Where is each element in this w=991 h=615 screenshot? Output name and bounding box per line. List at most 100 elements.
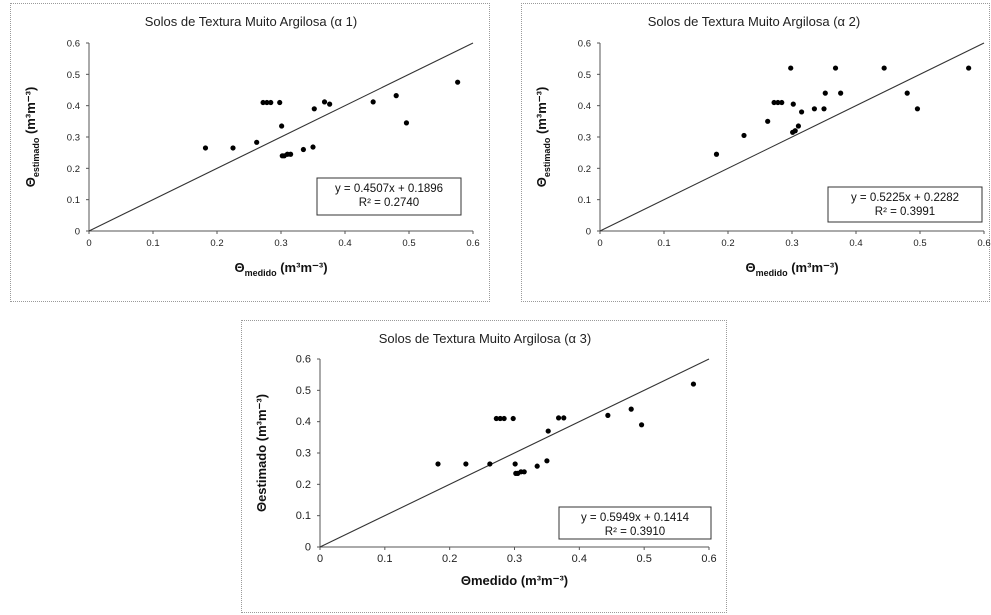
y-tick-label: 0.4 (296, 416, 311, 428)
y-axis-title: Θestimado (m³m⁻³) (23, 87, 41, 188)
x-tick-label: 0.4 (572, 553, 587, 565)
x-tick-label: 0.6 (466, 238, 479, 249)
data-point (279, 123, 285, 129)
r-squared-label: R² = 0.3991 (875, 206, 935, 218)
data-point (799, 109, 805, 115)
data-point (713, 151, 720, 157)
chart-panel-alpha-3: Solos de Textura Muito Argilosa (α 3) 0 0.… (241, 320, 727, 613)
data-point (881, 65, 887, 71)
y-tick-label: 0.4 (67, 101, 80, 112)
data-point (690, 381, 697, 387)
data-point (277, 99, 283, 106)
one-to-one-line (88, 42, 474, 232)
data-point (795, 123, 801, 129)
y-tick-label: 0.4 (578, 101, 591, 112)
scatter-chart-alpha-1: Solos de Textura Muito Argilosa (α 1) 0 0.… (23, 14, 480, 278)
y-tick-label: 0.2 (578, 164, 591, 175)
data-point (310, 144, 316, 150)
x-tick-label: 0.5 (637, 553, 652, 565)
r-squared-label: R² = 0.2740 (359, 197, 419, 209)
data-point (605, 412, 611, 418)
y-tick-label: 0.5 (296, 385, 311, 397)
data-point (288, 151, 294, 157)
y-tick-label: 0.1 (296, 510, 311, 522)
data-point (260, 99, 266, 106)
data-point (403, 120, 410, 126)
data-point (545, 428, 551, 434)
data-point (544, 458, 550, 464)
data-point (254, 139, 260, 145)
data-point (838, 90, 844, 96)
y-tick-label: 0.2 (67, 164, 80, 175)
y-tick-label: 0.1 (578, 195, 591, 206)
y-tick-label: 0.3 (67, 133, 80, 144)
data-point (501, 415, 507, 422)
data-point (628, 406, 634, 412)
x-tick-label: 0.6 (701, 553, 716, 565)
y-tick-label: 0 (586, 227, 591, 238)
x-tick-label: 0.5 (913, 238, 926, 249)
data-point (765, 118, 771, 124)
data-point (775, 99, 781, 106)
y-tick-label: 0.6 (296, 354, 311, 366)
data-point (311, 106, 317, 112)
x-tick-label: 0.4 (849, 238, 862, 249)
x-tick-label: 0.5 (402, 238, 415, 249)
data-point (811, 106, 817, 112)
one-to-one-line (319, 358, 710, 548)
x-axis-title: Θmedido (m³m⁻³) (461, 573, 568, 588)
y-tick-label: 0 (305, 542, 311, 554)
data-point (832, 65, 839, 71)
data-point (904, 90, 910, 96)
data-point (497, 415, 503, 422)
x-tick-label: 0.1 (146, 238, 159, 249)
data-point (741, 132, 747, 139)
data-point (393, 93, 399, 99)
y-tick-label: 0.5 (67, 70, 80, 81)
data-point (914, 106, 921, 112)
equation-box (827, 186, 983, 223)
x-tick-label: 0.6 (977, 238, 990, 249)
data-point (638, 422, 645, 428)
data-point (300, 146, 306, 153)
data-point (822, 90, 828, 96)
y-tick-label: 0 (75, 227, 80, 238)
data-point (512, 461, 518, 467)
y-axis-title: Θestimado (m³m⁻³) (534, 87, 552, 188)
x-tick-label: 0 (317, 553, 323, 565)
data-point (230, 145, 236, 151)
x-tick-label: 0.2 (210, 238, 223, 249)
y-axis-title: Θestimado (m³m⁻³) (254, 394, 269, 512)
x-tick-label: 0.1 (657, 238, 670, 249)
x-axis-title: Θmedido (m³m⁻³) (745, 260, 838, 278)
data-point (771, 99, 777, 106)
data-point (966, 65, 972, 71)
data-point (788, 65, 794, 71)
r-squared-label: R² = 0.3910 (605, 526, 665, 538)
x-tick-label: 0.3 (507, 553, 522, 565)
x-tick-label: 0 (597, 238, 602, 249)
data-point (487, 461, 493, 467)
x-axis-title: Θmedido (m³m⁻³) (234, 260, 327, 278)
x-tick-label: 0.3 (785, 238, 798, 249)
scatter-chart-alpha-3: Solos de Textura Muito Argilosa (α 3) 0 0.… (254, 331, 717, 588)
x-tick-label: 0.4 (338, 238, 351, 249)
y-tick-label: 0.5 (578, 70, 591, 81)
scatter-chart-alpha-2: Solos de Textura Muito Argilosa (α 2) 0 0.… (534, 14, 991, 278)
y-tick-label: 0.3 (578, 133, 591, 144)
data-point (821, 106, 827, 112)
y-tick-label: 0.6 (578, 39, 591, 50)
x-tick-label: 0 (86, 238, 91, 249)
data-point (521, 469, 527, 475)
data-point (790, 101, 796, 107)
chart-panel-alpha-1: Solos de Textura Muito Argilosa (α 1) 0 0.… (10, 3, 490, 302)
data-point (327, 101, 333, 107)
equation-box (558, 506, 712, 540)
chart-title: Solos de Textura Muito Argilosa (α 1) (145, 14, 358, 29)
data-point (370, 99, 376, 105)
y-tick-label: 0.3 (296, 448, 311, 460)
data-point (534, 463, 540, 469)
data-point (268, 99, 274, 106)
data-point (792, 128, 798, 134)
y-tick-label: 0.6 (67, 39, 80, 50)
